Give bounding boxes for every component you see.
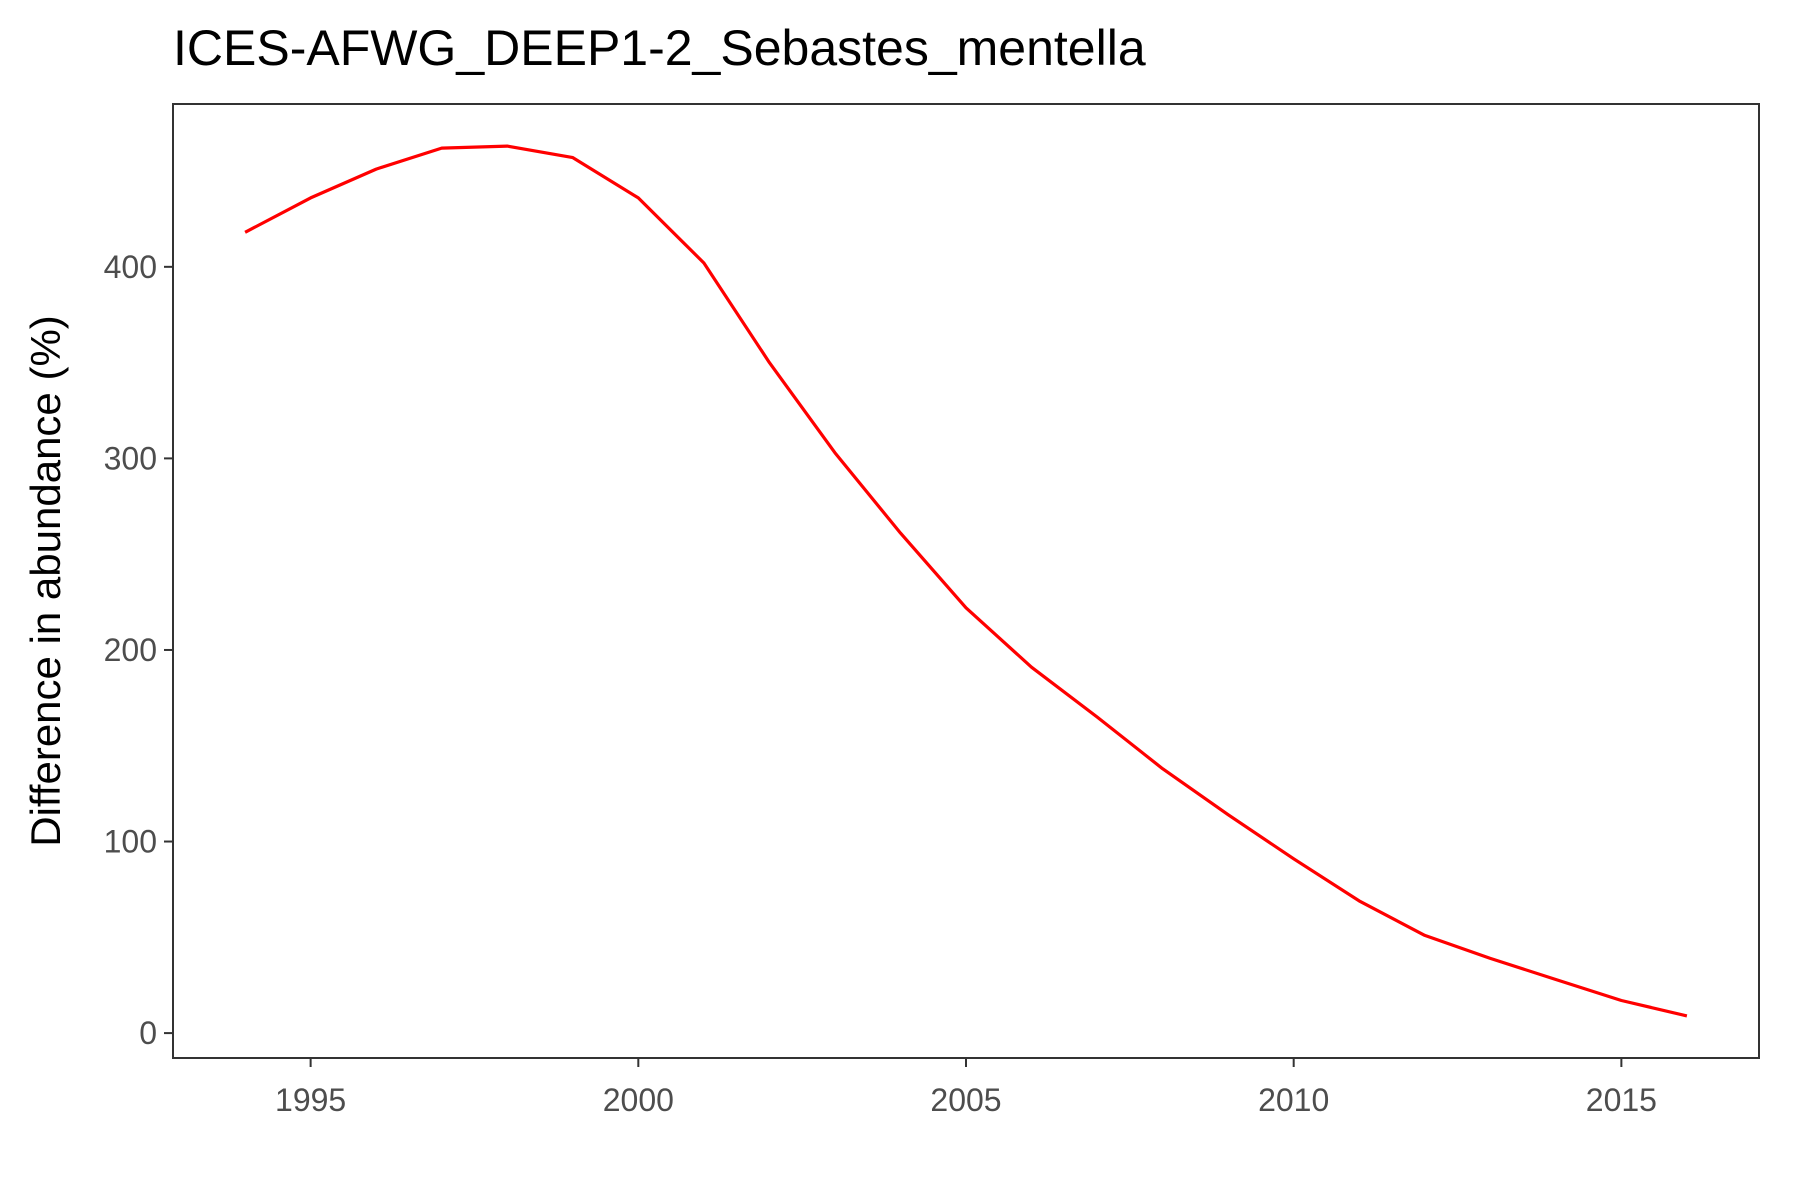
y-tick-label: 300 xyxy=(104,440,157,476)
series-line xyxy=(244,144,1688,1018)
y-axis: 0 100 200 300 400 xyxy=(104,249,173,1051)
x-tick-label: 2005 xyxy=(930,1082,1001,1118)
y-tick-label: 200 xyxy=(104,632,157,668)
panel-border xyxy=(172,103,1760,1059)
x-axis: 1995 2000 2005 2010 2015 xyxy=(275,1058,1657,1118)
x-tick-label: 2015 xyxy=(1586,1082,1657,1118)
series-layer xyxy=(244,144,1688,1018)
x-tick-label: 1995 xyxy=(275,1082,346,1118)
y-tick-label: 0 xyxy=(139,1015,157,1051)
y-tick-label: 400 xyxy=(104,249,157,285)
x-tick-label: 2000 xyxy=(603,1082,674,1118)
plot-panel xyxy=(172,103,1760,1059)
x-tick-label: 2010 xyxy=(1258,1082,1329,1118)
y-tick-label: 100 xyxy=(104,824,157,860)
y-axis-title: Difference in abundance (%) xyxy=(22,315,69,847)
chart-title: ICES-AFWG_DEEP1-2_Sebastes_mentella xyxy=(173,20,1146,76)
